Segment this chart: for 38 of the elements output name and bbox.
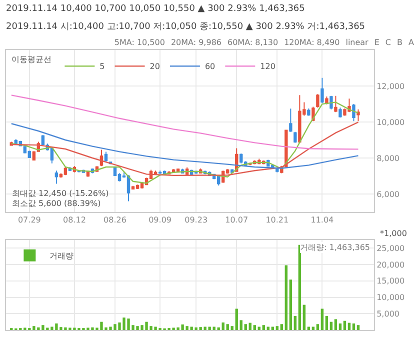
y-tick-label: 20,000 xyxy=(376,260,405,270)
chart-subtitle: 2019.11.14 10,400 10,700 10,050 10,550 ▲ 300 2.93% 1,463,365 xyxy=(6,4,305,14)
y-tick-label: 5,000 xyxy=(376,309,400,318)
y-tick-label: 10,000 xyxy=(376,118,405,127)
annotation: 최소값 5,600 (88.39%) xyxy=(12,199,102,209)
chart-title: 2019.11.14 시:10,400 고:10,700 저:10,050 종:10,550 ▲ 300 2.93% 거:1,463,365 xyxy=(6,21,366,33)
x-tick-label: 08.26 xyxy=(104,216,126,225)
y-tick-label: 25,000 xyxy=(376,244,405,253)
legend-title: 이동평균선 xyxy=(12,55,52,64)
text: A xyxy=(408,38,414,47)
y-tick-label: 15,000 xyxy=(376,276,405,286)
text: 60MA: 8,130 xyxy=(228,38,278,47)
legend-label: 5 xyxy=(100,62,105,72)
y-tick-label: 6,000 xyxy=(376,190,400,199)
legend-label: 60 xyxy=(204,62,216,72)
x-tick-label: 10.21 xyxy=(266,216,289,225)
x-tick-label: 09.09 xyxy=(148,216,172,225)
y-axis-title: *1,000 xyxy=(380,229,407,238)
x-tick-label: 07.29 xyxy=(18,216,41,225)
text: E xyxy=(374,38,380,47)
text: 20MA: 9,986 xyxy=(170,38,222,47)
text: C xyxy=(385,38,392,47)
annotation: 최대값 12,450 (-15.26%) xyxy=(12,189,109,199)
legend-label: 거래량 xyxy=(50,252,74,261)
text: 120MA: 8,490 xyxy=(284,38,340,47)
x-tick-label: 10.07 xyxy=(225,216,248,225)
x-tick-label: 11.04 xyxy=(310,216,334,225)
y-tick-label: 8,000 xyxy=(376,154,400,163)
y-tick-label: 12,000 xyxy=(376,82,405,91)
y-tick-label: 10,000 xyxy=(376,293,405,302)
x-tick-label: 08.12 xyxy=(63,216,86,225)
text: linear xyxy=(346,38,368,47)
text: 5MA: 10,500 xyxy=(114,38,165,47)
legend-label: 20 xyxy=(150,62,160,72)
text: B xyxy=(397,38,403,47)
legend-label: 120 xyxy=(260,62,276,72)
annotation: 거래량: 1,463,365 xyxy=(300,242,370,253)
x-tick-label: 09.23 xyxy=(184,216,208,225)
